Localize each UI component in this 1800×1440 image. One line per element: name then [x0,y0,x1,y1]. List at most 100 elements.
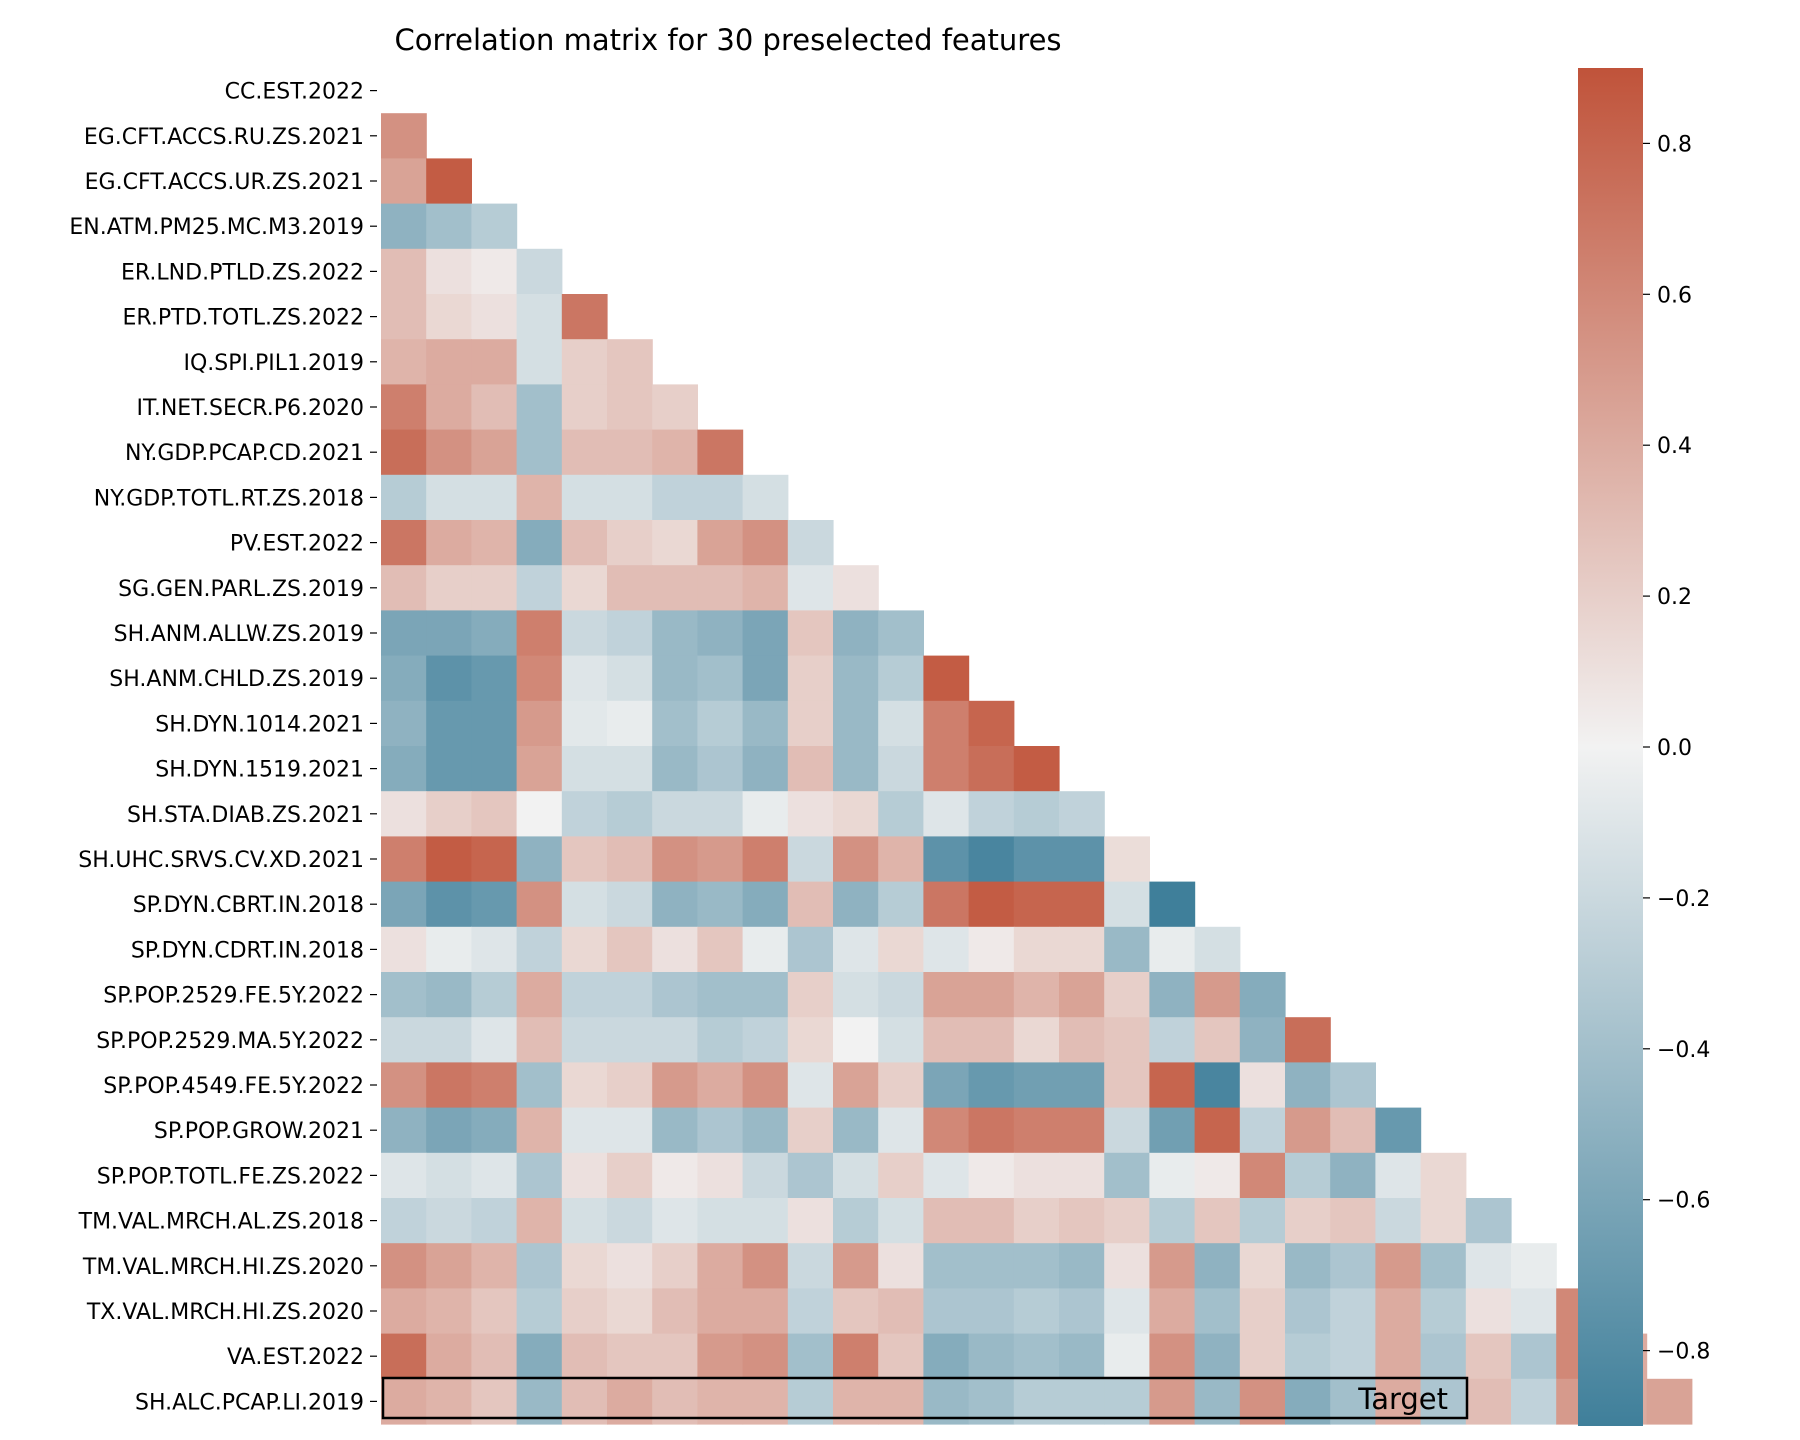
heatmap-cell [878,1333,924,1380]
heatmap-cell [426,1017,472,1063]
heatmap-cell [1375,1333,1422,1380]
heatmap-cell [516,1198,563,1244]
heatmap-cell [561,1288,608,1335]
colorbar-tick-label: 0.4 [1657,434,1692,459]
heatmap-cell [1330,1062,1376,1109]
heatmap-cell [923,1107,970,1154]
heatmap-cell [787,746,834,792]
heatmap-cell [1059,972,1105,1018]
heatmap-cell [471,294,518,340]
heatmap-cell [1194,972,1241,1018]
heatmap-cell [516,1243,563,1289]
heatmap-cell [968,1198,1015,1244]
heatmap-cell [1013,881,1060,928]
heatmap-cell [607,384,653,431]
row-label: TX.VAL.MRCH.HI.ZS.2020 [86,1300,364,1325]
heatmap-cell [697,1333,744,1380]
heatmap-cell [1285,1243,1331,1289]
heatmap-cell [697,881,744,928]
heatmap-cell [471,655,518,702]
heatmap-cell [923,791,970,837]
target-highlight-box [381,1376,1469,1420]
heatmap-cell [697,836,744,883]
heatmap-cell [471,1017,518,1063]
heatmap-cell [833,1152,879,1199]
heatmap-cell [652,610,698,657]
row-label: EN.ATM.PM25.MC.M3.2019 [69,215,364,240]
heatmap-cell [742,1333,789,1380]
heatmap-cell [381,655,427,702]
heatmap-cell [561,972,608,1018]
heatmap-cell [787,565,834,611]
heatmap-cell [516,655,563,702]
heatmap-cell [1375,1288,1422,1335]
heatmap-cell [968,1107,1015,1154]
heatmap-cell [923,972,970,1018]
heatmap-cell [1239,972,1286,1018]
colorbar-tick-label: 0.2 [1657,585,1692,610]
heatmap-cell [471,1198,518,1244]
heatmap-cell [561,384,608,431]
heatmap-cell [833,1243,879,1289]
heatmap-cell [1465,1198,1512,1244]
heatmap-cell [742,655,789,702]
heatmap-cell [516,339,563,385]
heatmap-cell [516,429,563,476]
heatmap-cell [426,1288,472,1335]
heatmap-cell [1059,1243,1105,1289]
heatmap-cell [471,926,518,973]
colorbar-tick-label: 0.0 [1657,736,1692,761]
heatmap-cell [516,1152,563,1199]
heatmap-cell [1104,1198,1150,1244]
row-label: IQ.SPI.PIL1.2019 [183,351,364,376]
heatmap-cell [426,474,472,521]
heatmap-cell [1239,1152,1286,1199]
heatmap-cell [561,746,608,792]
heatmap-cell [1104,1107,1150,1154]
heatmap-cell [426,1107,472,1154]
heatmap-cell [787,881,834,928]
heatmap-cell [833,1288,879,1335]
heatmap-cell [607,429,653,476]
heatmap-cell [381,700,427,747]
row-labels: CC.EST.2022 EG.CFT.ACCS.RU.ZS.2021 EG.CFT.… [69,80,377,1415]
heatmap-cell [471,791,518,837]
heatmap-cell [561,1062,608,1109]
heatmap-cell [833,700,879,747]
heatmap-cell [516,791,563,837]
heatmap-cell [607,1243,653,1289]
heatmap-cell [381,474,427,521]
heatmap-cell [1239,1288,1286,1335]
heatmap-cell [607,700,653,747]
heatmap-cell [381,1198,427,1244]
heatmap-cell [1285,1107,1331,1154]
heatmap-cell [878,1062,924,1109]
heatmap-cell [1285,1017,1331,1063]
heatmap-cell [381,836,427,883]
heatmap-cell [923,1017,970,1063]
heatmap-cell [516,746,563,792]
heatmap-cell [878,746,924,792]
heatmap-cell [471,474,518,521]
heatmap-cell [381,746,427,792]
heatmap-cell [426,294,472,340]
heatmap-cell [426,203,472,250]
heatmap-cell [471,1288,518,1335]
heatmap-cell [1149,1198,1196,1244]
heatmap-cell [381,1243,427,1289]
heatmap-cell [1059,1017,1105,1063]
heatmap-cell [1465,1333,1512,1380]
heatmap-cell [1059,1198,1105,1244]
heatmap-cell [697,610,744,657]
heatmap-cell [697,746,744,792]
heatmap-cell [1149,1107,1196,1154]
heatmap-cell [1013,1333,1060,1380]
heatmap-cell [697,1152,744,1199]
heatmap-cell [923,1288,970,1335]
row-label: SP.POP.TOTL.FE.ZS.2022 [97,1164,364,1189]
heatmap-cell [1059,1288,1105,1335]
heatmap-cell [426,248,472,295]
heatmap-cell [878,791,924,837]
heatmap-cell [381,972,427,1018]
heatmap-cell [516,881,563,928]
